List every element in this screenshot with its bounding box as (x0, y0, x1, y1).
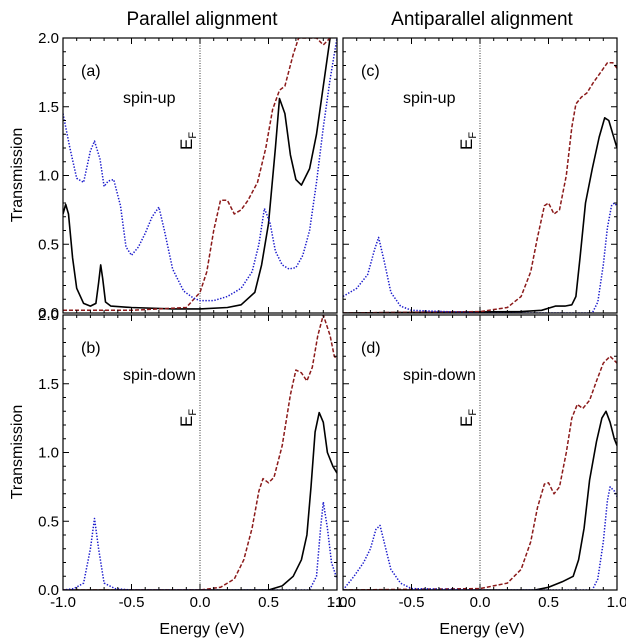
series-line-dashed (343, 355, 617, 590)
curves-b (63, 315, 337, 590)
panel-letter: (c) (361, 63, 380, 80)
x-axis-label-left: Energy (eV) (159, 621, 244, 638)
series-line-dashed (63, 38, 331, 312)
x-tick-label: -1.0 (50, 594, 76, 611)
x-tick-label: 0.5 (258, 594, 279, 611)
fermi-level-subscript: F (467, 409, 479, 416)
panel-a: 0.0 0.5 1.0 1.5 2.0 (a) spin-up EF (38, 30, 338, 322)
fermi-level-label: EF (177, 409, 199, 427)
column-title-parallel: Parallel alignment (126, 9, 278, 30)
panel-letter: (d) (361, 340, 381, 357)
y-tick-label: 1.5 (38, 376, 59, 393)
spin-annotation: spin-down (403, 367, 476, 384)
fermi-level-subscript: F (187, 409, 199, 416)
series-line-dashed (343, 62, 617, 313)
y-tick-label: 1.0 (38, 168, 59, 185)
fermi-level-label: EF (457, 409, 479, 427)
series-line-solid (63, 411, 337, 590)
y-tick-label: 1.5 (38, 99, 59, 116)
y-axis-label-top: Transmission (9, 128, 26, 223)
spin-annotation: spin-up (403, 90, 456, 107)
y-tick-label: 0.5 (38, 513, 59, 530)
x-tick-label: 1.0 (607, 594, 626, 611)
spin-annotation: spin-up (123, 90, 176, 107)
panel-b: 0.0 0.5 1.0 1.5 2.0 -1.0 -0.5 0.0 0.5 1.0 (b) spin-… (38, 307, 347, 611)
x-tick-label: -1.0 (330, 594, 356, 611)
x-tick-label: -0.5 (119, 594, 145, 611)
y-tick-label: 0.0 (38, 305, 59, 322)
panel-letter: (b) (81, 340, 101, 357)
curves-c (343, 62, 617, 313)
x-tick-label: 1.0 (327, 594, 348, 611)
panels-group: 0.0 0.5 1.0 1.5 2.0 (a) spin-up EF 0.0 0.5 1.0 1.5 2… (38, 30, 626, 611)
column-title-antiparallel: Antiparallel alignment (391, 9, 573, 30)
y-tick-label: 0.0 (38, 582, 59, 599)
series-line-dotted (63, 38, 337, 302)
curves-d (343, 355, 617, 590)
x-tick-label: 0.0 (190, 594, 211, 611)
spin-annotation: spin-down (123, 367, 196, 384)
x-tick-label: 0.5 (538, 594, 559, 611)
panel-letter: (a) (81, 63, 101, 80)
panel-d: -1.0 -0.5 0.0 0.5 1.0 (d) spin-down EF (330, 314, 626, 611)
x-tick-label: 0.0 (470, 594, 491, 611)
series-line-dashed (63, 315, 337, 590)
fermi-level-label: EF (177, 132, 199, 150)
series-line-dotted (63, 501, 337, 590)
series-line-solid (343, 410, 617, 590)
panel-c: (c) spin-up EF (342, 37, 618, 314)
y-axis-label-bottom: Transmission (9, 405, 26, 500)
series-line-solid (63, 38, 331, 310)
y-tick-label: 2.0 (38, 307, 59, 324)
fermi-level-subscript: F (187, 132, 199, 139)
y-tick-label: 2.0 (38, 30, 59, 47)
fermi-level-subscript: F (467, 132, 479, 139)
x-axis-label-right: Energy (eV) (439, 621, 524, 638)
x-tick-label: -0.5 (399, 594, 425, 611)
y-tick-label: 1.0 (38, 445, 59, 462)
series-line-dotted (343, 486, 617, 590)
fermi-level-label: EF (457, 132, 479, 150)
series-line-solid (343, 117, 617, 313)
y-tick-label: 0.5 (38, 236, 59, 253)
